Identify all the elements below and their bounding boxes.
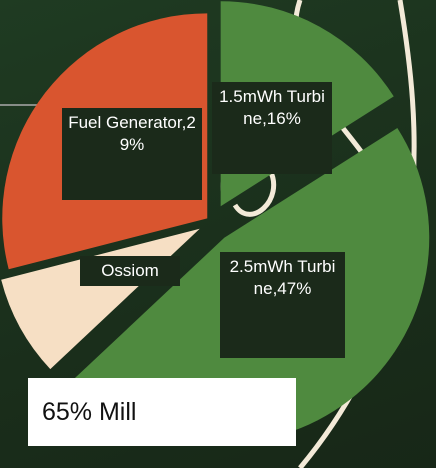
- data-label: 2.5mWh Turbine,47%: [220, 252, 345, 358]
- data-label: 1.5mWh Turbine,16%: [212, 82, 332, 174]
- pie: [1, 1, 430, 443]
- annotation: 65% Mill: [28, 378, 296, 446]
- data-label: Fuel Generator,29%: [62, 108, 202, 200]
- data-label: Ossiom: [80, 256, 180, 286]
